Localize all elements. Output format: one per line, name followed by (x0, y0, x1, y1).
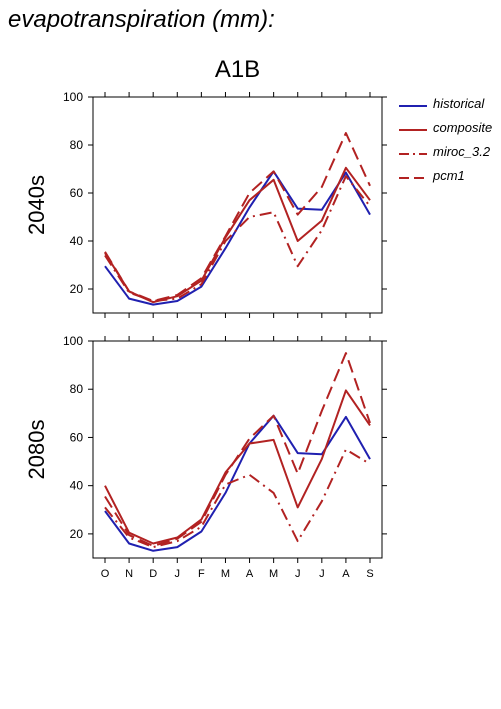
legend-item-miroc: miroc_3.2 (398, 144, 501, 168)
x-tick-label: M (221, 568, 230, 580)
plot-frame (92, 340, 383, 559)
legend-label: composite (433, 120, 493, 135)
y-tick-label: 80 (70, 382, 84, 396)
y-axis-label: 2080s (24, 420, 49, 480)
x-tick-label: F (198, 568, 205, 580)
legend-line-historical-icon (399, 105, 427, 107)
x-tick-label: J (175, 568, 181, 580)
legend-item-historical: historical (398, 96, 501, 120)
y-tick-label: 40 (70, 479, 84, 493)
x-tick-label: S (366, 568, 373, 580)
y-tick-label: 80 (70, 138, 84, 152)
series-line-miroc-3-2 (104, 448, 371, 549)
x-tick-label: J (295, 568, 301, 580)
x-tick-label: A (342, 568, 350, 580)
y-tick-label: 60 (70, 430, 84, 444)
y-tick-label: 20 (70, 282, 84, 296)
y-tick-label: 40 (70, 234, 84, 248)
x-tick-label: J (319, 568, 325, 580)
scenario-title: A1B (214, 56, 261, 83)
y-tick-label: 100 (63, 90, 83, 104)
plot-frame (92, 96, 383, 314)
legend-label: miroc_3.2 (433, 144, 491, 159)
legend-item-pcm1: pcm1 (398, 168, 501, 192)
legend: historical composite miroc_3.2 pcm1 (398, 96, 501, 192)
x-tick-label: M (269, 568, 278, 580)
series-line-composite (104, 166, 371, 304)
legend-label: pcm1 (433, 168, 465, 183)
x-tick-label: A (246, 568, 254, 580)
y-tick-label: 60 (70, 186, 84, 200)
x-tick-label: O (101, 568, 110, 580)
legend-label: historical (433, 96, 485, 111)
page-title: evapotranspiration (mm): (8, 6, 275, 33)
legend-item-composite: composite (398, 120, 501, 144)
series-line-pcm1 (104, 352, 371, 547)
y-tick-label: 100 (63, 334, 83, 348)
y-axis-label: 2040s (24, 175, 49, 235)
x-tick-label: D (149, 568, 157, 580)
legend-line-miroc-icon (399, 153, 427, 155)
x-tick-label: N (125, 568, 133, 580)
legend-line-pcm1-icon (399, 177, 427, 179)
legend-line-composite-icon (399, 129, 427, 131)
y-tick-label: 20 (70, 527, 84, 541)
series-line-pcm1 (104, 132, 371, 302)
series-line-historical (104, 170, 371, 306)
